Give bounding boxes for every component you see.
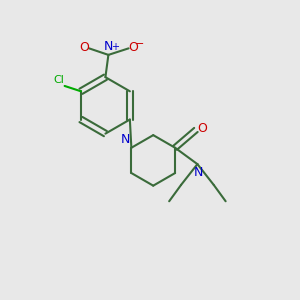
Text: O: O [197, 122, 207, 135]
Text: N: N [194, 166, 204, 178]
Text: O: O [79, 41, 89, 54]
Text: N: N [104, 40, 113, 53]
Text: N: N [121, 133, 130, 146]
Text: −: − [135, 39, 145, 49]
Text: O: O [128, 41, 138, 54]
Text: +: + [111, 43, 119, 52]
Text: Cl: Cl [53, 75, 64, 85]
